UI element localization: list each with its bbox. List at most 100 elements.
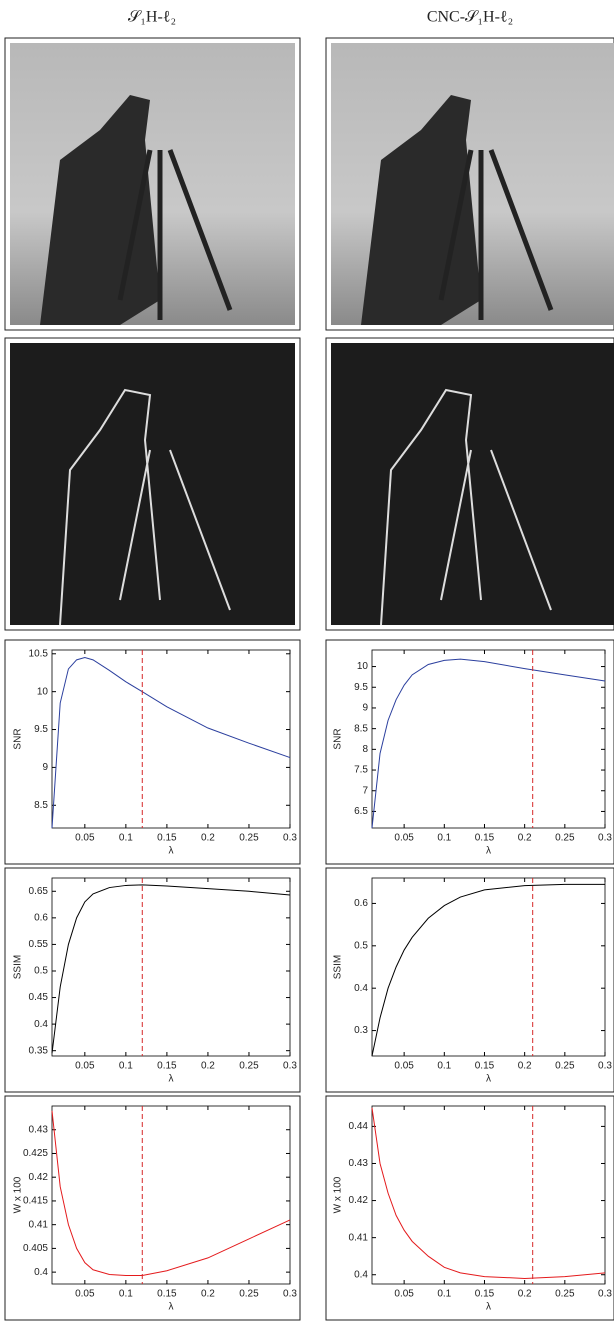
plot-area — [371, 877, 606, 1057]
y-tick-label: 10 — [37, 686, 49, 697]
x-tick-label: 0.05 — [75, 1061, 95, 1072]
plot-area — [51, 877, 291, 1057]
plot-area — [51, 1105, 291, 1285]
x-tick-label: 0.05 — [75, 833, 95, 844]
x-axis-label: λ — [486, 1302, 491, 1313]
x-tick-label: 0.1 — [119, 1061, 133, 1072]
column-title: 𝒮₁H-ℓ₂ — [128, 9, 176, 26]
y-axis-label: SNR — [13, 728, 24, 749]
x-tick-label: 0.15 — [157, 833, 177, 844]
x-tick-label: 0.1 — [119, 1289, 133, 1300]
line-series — [371, 883, 605, 1057]
line-series — [51, 657, 291, 829]
y-tick-label: 6.5 — [354, 806, 368, 817]
y-tick-label: 0.43 — [29, 1124, 49, 1135]
x-axis-label: λ — [486, 1074, 491, 1085]
y-tick-label: 0.4 — [354, 1269, 368, 1280]
y-tick-label: 9.5 — [34, 724, 48, 735]
y-tick-label: 0.4 — [354, 983, 368, 994]
x-axis-label: λ — [169, 1074, 174, 1085]
x-tick-label: 0.25 — [555, 833, 575, 844]
x-tick-label: 0.3 — [598, 833, 612, 844]
line-series — [51, 884, 291, 1054]
x-tick-label: 0.05 — [75, 1289, 95, 1300]
y-tick-label: 9 — [42, 762, 48, 773]
x-axis-label: λ — [169, 846, 174, 857]
x-tick-label: 0.25 — [555, 1061, 575, 1072]
x-tick-label: 0.05 — [394, 1061, 414, 1072]
x-tick-label: 0.15 — [475, 1289, 495, 1300]
y-tick-label: 8.5 — [354, 723, 368, 734]
x-tick-label: 0.2 — [518, 1289, 532, 1300]
x-axis-label: λ — [169, 1302, 174, 1313]
y-axis-label: SSIM — [13, 955, 24, 979]
x-tick-label: 0.3 — [283, 833, 297, 844]
y-tick-label: 0.6 — [354, 898, 368, 909]
x-tick-label: 0.1 — [119, 833, 133, 844]
plot-area — [371, 1105, 606, 1285]
x-tick-label: 0.2 — [201, 1061, 215, 1072]
x-tick-label: 0.3 — [283, 1061, 297, 1072]
y-tick-label: 0.5 — [34, 966, 48, 977]
x-tick-label: 0.15 — [157, 1061, 177, 1072]
plot-area — [51, 649, 291, 829]
x-tick-label: 0.3 — [598, 1061, 612, 1072]
column-title: CNC-𝒮₁H-ℓ₂ — [427, 9, 513, 26]
x-tick-label: 0.2 — [201, 1289, 215, 1300]
y-tick-label: 0.41 — [349, 1232, 369, 1243]
restored-image — [325, 37, 614, 331]
error-image — [4, 337, 301, 631]
y-tick-label: 10 — [357, 661, 369, 672]
y-tick-label: 0.415 — [23, 1196, 48, 1207]
x-tick-label: 0.3 — [283, 1289, 297, 1300]
y-tick-label: 0.35 — [29, 1045, 49, 1056]
y-tick-label: 9.5 — [354, 682, 368, 693]
x-tick-label: 0.25 — [555, 1289, 575, 1300]
y-tick-label: 0.4 — [34, 1267, 48, 1278]
x-tick-label: 0.05 — [394, 833, 414, 844]
x-tick-label: 0.15 — [475, 1061, 495, 1072]
y-axis-label: SNR — [333, 728, 344, 749]
y-tick-label: 0.44 — [349, 1121, 369, 1132]
x-tick-label: 0.2 — [201, 833, 215, 844]
y-tick-label: 0.5 — [354, 940, 368, 951]
y-axis-label: SSIM — [333, 955, 344, 979]
y-axis-label: W x 100 — [13, 1176, 24, 1213]
y-tick-label: 0.55 — [29, 939, 49, 950]
x-tick-label: 0.1 — [437, 1289, 451, 1300]
y-tick-label: 0.4 — [34, 1019, 48, 1030]
x-tick-label: 0.25 — [239, 1061, 259, 1072]
x-tick-label: 0.2 — [518, 833, 532, 844]
line-series — [371, 1107, 606, 1279]
y-tick-label: 0.425 — [23, 1148, 48, 1159]
x-tick-label: 0.25 — [239, 833, 259, 844]
y-tick-label: 7 — [362, 785, 368, 796]
y-tick-label: 0.41 — [29, 1219, 49, 1230]
y-tick-label: 0.45 — [29, 992, 49, 1003]
y-tick-label: 10.5 — [29, 648, 49, 659]
restored-image — [4, 37, 301, 331]
y-tick-label: 7.5 — [354, 765, 368, 776]
error-image — [325, 337, 614, 631]
plot-area — [371, 649, 606, 829]
y-tick-label: 0.42 — [29, 1172, 49, 1183]
y-tick-label: 8.5 — [34, 800, 48, 811]
x-tick-label: 0.25 — [239, 1289, 259, 1300]
line-series — [371, 658, 606, 829]
x-tick-label: 0.15 — [475, 833, 495, 844]
y-tick-label: 0.3 — [354, 1025, 368, 1036]
x-tick-label: 0.1 — [437, 833, 451, 844]
x-tick-label: 0.3 — [598, 1289, 612, 1300]
y-tick-label: 0.42 — [349, 1195, 369, 1206]
y-tick-label: 9 — [362, 703, 368, 714]
x-axis-label: λ — [486, 846, 491, 857]
y-tick-label: 0.405 — [23, 1243, 48, 1254]
x-tick-label: 0.05 — [394, 1289, 414, 1300]
y-axis-label: W x 100 — [333, 1176, 344, 1213]
x-tick-label: 0.1 — [437, 1061, 451, 1072]
line-series — [51, 1110, 291, 1276]
x-tick-label: 0.15 — [157, 1289, 177, 1300]
y-tick-label: 8 — [362, 744, 368, 755]
